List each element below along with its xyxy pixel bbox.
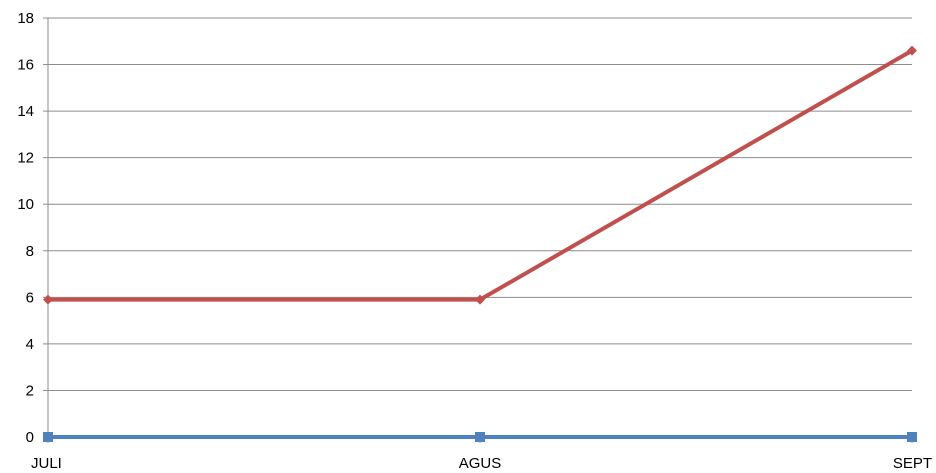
y-tick-label: 10 [17,196,34,213]
y-tick-label: 4 [26,336,34,353]
series-0-point [907,432,917,442]
series-0-point [43,432,53,442]
x-tick-label: AGUS [459,455,502,472]
series-layer [43,45,917,442]
x-tick-label: SEPT [893,455,932,472]
y-tick-label: 14 [17,103,34,120]
grid [48,17,912,438]
x-axis: JULI AGUS SEPT [31,436,932,472]
series-1-point [907,45,917,56]
y-tick-label: 16 [17,57,34,74]
y-tick-label: 12 [17,150,34,167]
y-tick-label: 2 [26,382,34,399]
y-tick-label: 0 [26,429,34,446]
series-0-point [475,432,485,442]
series-1-point [475,294,485,305]
y-axis: 0 2 4 6 8 10 12 14 16 18 [17,10,49,446]
y-tick-label: 8 [26,243,34,260]
series-1-point [43,294,53,305]
y-tick-label: 6 [26,289,34,306]
y-tick-label: 18 [17,10,34,27]
series-1-line [46,48,914,302]
x-tick-label: JULI [31,455,62,472]
